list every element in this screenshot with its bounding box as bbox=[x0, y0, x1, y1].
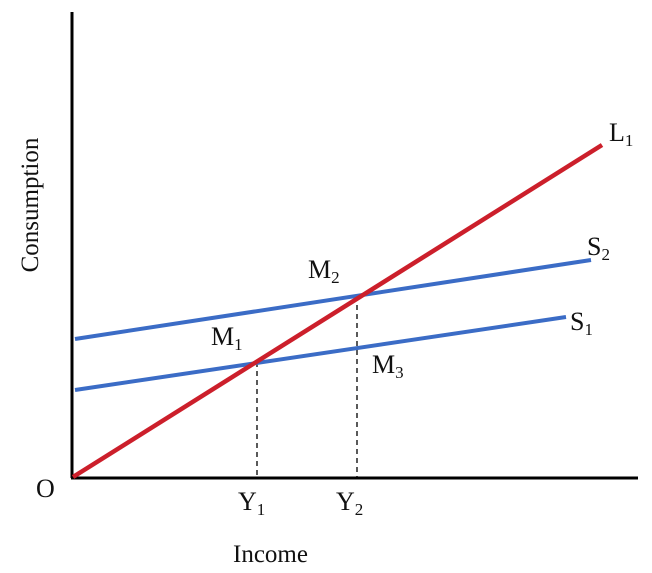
x-axis-title: Income bbox=[233, 541, 308, 568]
s1-label: S1 bbox=[570, 307, 593, 339]
l1-label: L1 bbox=[609, 118, 633, 150]
m3-label: M3 bbox=[372, 350, 404, 382]
y-axis-title: Consumption bbox=[17, 137, 44, 272]
s2-label: S2 bbox=[587, 232, 610, 264]
origin-label: O bbox=[36, 474, 55, 503]
m2-label: M2 bbox=[308, 255, 340, 287]
l1-line bbox=[73, 145, 602, 477]
y2-tick-label: Y2 bbox=[336, 487, 363, 519]
y1-tick-label: Y1 bbox=[238, 487, 265, 519]
m1-label: M1 bbox=[211, 322, 243, 354]
